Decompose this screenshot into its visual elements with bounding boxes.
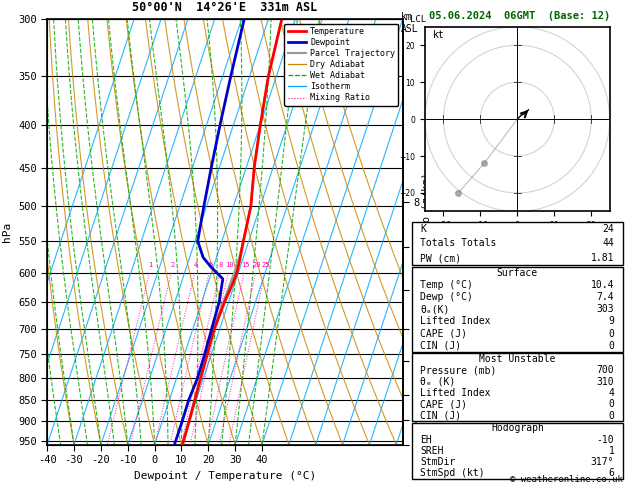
Text: 700: 700 bbox=[597, 365, 615, 375]
Text: 4: 4 bbox=[608, 388, 615, 398]
FancyBboxPatch shape bbox=[412, 423, 623, 479]
Text: 8: 8 bbox=[219, 262, 223, 268]
Text: Temp (°C): Temp (°C) bbox=[420, 280, 473, 290]
Text: 0: 0 bbox=[608, 341, 615, 351]
Text: Lifted Index: Lifted Index bbox=[420, 316, 491, 327]
Text: 7.4: 7.4 bbox=[597, 292, 615, 302]
Legend: Temperature, Dewpoint, Parcel Trajectory, Dry Adiabat, Wet Adiabat, Isotherm, Mi: Temperature, Dewpoint, Parcel Trajectory… bbox=[284, 24, 398, 106]
Text: 10: 10 bbox=[225, 262, 233, 268]
Text: PW (cm): PW (cm) bbox=[420, 253, 462, 263]
Text: K: K bbox=[420, 224, 426, 234]
Text: 2: 2 bbox=[170, 262, 174, 268]
Text: 25: 25 bbox=[262, 262, 270, 268]
Text: 9: 9 bbox=[608, 316, 615, 327]
Text: 4: 4 bbox=[194, 262, 198, 268]
Text: 15: 15 bbox=[241, 262, 249, 268]
Text: θₑ(K): θₑ(K) bbox=[420, 304, 450, 314]
Text: 50°00'N  14°26'E  331m ASL: 50°00'N 14°26'E 331m ASL bbox=[132, 1, 318, 14]
Text: LCL: LCL bbox=[409, 15, 426, 24]
Text: EH: EH bbox=[420, 434, 432, 445]
Text: Lifted Index: Lifted Index bbox=[420, 388, 491, 398]
Text: Most Unstable: Most Unstable bbox=[479, 354, 555, 364]
Text: Totals Totals: Totals Totals bbox=[420, 239, 497, 248]
Text: 1: 1 bbox=[148, 262, 153, 268]
X-axis label: Dewpoint / Temperature (°C): Dewpoint / Temperature (°C) bbox=[134, 470, 316, 481]
Text: © weatheronline.co.uk: © weatheronline.co.uk bbox=[510, 474, 623, 484]
Text: -10: -10 bbox=[597, 434, 615, 445]
Text: 1: 1 bbox=[608, 446, 615, 456]
Text: Dewp (°C): Dewp (°C) bbox=[420, 292, 473, 302]
FancyBboxPatch shape bbox=[412, 353, 623, 421]
Text: CAPE (J): CAPE (J) bbox=[420, 329, 467, 339]
Text: 44: 44 bbox=[603, 239, 615, 248]
Text: θₑ (K): θₑ (K) bbox=[420, 377, 455, 387]
Text: 24: 24 bbox=[603, 224, 615, 234]
Text: StmDir: StmDir bbox=[420, 457, 455, 467]
Text: Pressure (mb): Pressure (mb) bbox=[420, 365, 497, 375]
FancyBboxPatch shape bbox=[412, 267, 623, 352]
Text: 6: 6 bbox=[608, 468, 615, 478]
Text: 0: 0 bbox=[608, 329, 615, 339]
Text: 20: 20 bbox=[252, 262, 261, 268]
Text: StmSpd (kt): StmSpd (kt) bbox=[420, 468, 485, 478]
Text: 303: 303 bbox=[597, 304, 615, 314]
Text: SREH: SREH bbox=[420, 446, 444, 456]
Text: 6: 6 bbox=[208, 262, 212, 268]
Text: Surface: Surface bbox=[497, 268, 538, 278]
Text: CAPE (J): CAPE (J) bbox=[420, 399, 467, 409]
Text: 05.06.2024  06GMT  (Base: 12): 05.06.2024 06GMT (Base: 12) bbox=[428, 11, 610, 21]
Text: 10.4: 10.4 bbox=[591, 280, 615, 290]
Text: 310: 310 bbox=[597, 377, 615, 387]
Text: 1.81: 1.81 bbox=[591, 253, 615, 263]
Text: kt: kt bbox=[432, 30, 444, 40]
Text: 317°: 317° bbox=[591, 457, 615, 467]
Text: Hodograph: Hodograph bbox=[491, 423, 544, 434]
Y-axis label: Mixing Ratio (g/kg): Mixing Ratio (g/kg) bbox=[422, 173, 432, 292]
Text: km
ASL: km ASL bbox=[401, 12, 419, 34]
Y-axis label: hPa: hPa bbox=[3, 222, 13, 242]
Text: 0: 0 bbox=[608, 411, 615, 421]
Text: CIN (J): CIN (J) bbox=[420, 341, 462, 351]
Text: 0: 0 bbox=[608, 399, 615, 409]
Text: CIN (J): CIN (J) bbox=[420, 411, 462, 421]
FancyBboxPatch shape bbox=[412, 222, 623, 265]
